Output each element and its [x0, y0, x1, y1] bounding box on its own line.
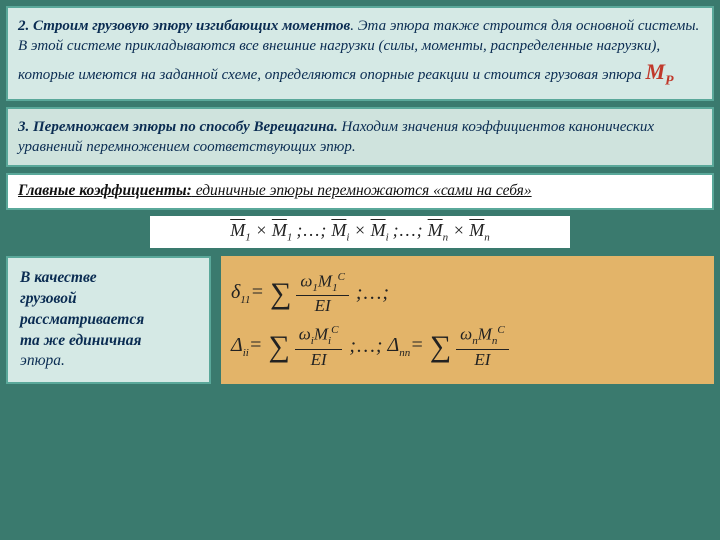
eq2-M1-sub: i	[328, 335, 331, 347]
note-l5: эпюра.	[20, 351, 197, 372]
panel-main-coefficients: Главные коэффициенты: единичные эпюры пе…	[6, 173, 714, 210]
eq2-frac2: ωnMnC EI	[456, 325, 509, 368]
note-l4: та же единичная	[20, 331, 197, 352]
mbar-1b: M	[272, 220, 287, 241]
panel1-title: 2. Строим грузовую эпюру изгибающих моме…	[18, 18, 350, 34]
sigma-icon-3: ∑	[430, 336, 451, 357]
sub-1a: 1	[245, 232, 251, 244]
sub-ia: i	[346, 232, 349, 244]
mp-symbol: MP	[645, 59, 673, 84]
eq2-M1-sup: C	[331, 324, 338, 336]
eq2-M2-sup: C	[497, 324, 504, 336]
mbar-ia: M	[331, 220, 346, 241]
eq1-M-sup: C	[338, 271, 345, 283]
eq2-mid: ;…;	[349, 335, 383, 358]
eq2-M1: M	[314, 325, 328, 344]
note-l3: рассматривается	[20, 310, 197, 331]
panel-note-load: В качестве грузовой рассматривается та ж…	[6, 256, 211, 385]
eq2-M2-sub: n	[492, 335, 498, 347]
mbar-nb: M	[469, 220, 484, 241]
eq2-lhs1: Δii=	[231, 334, 262, 359]
mbar-1a: M	[230, 220, 245, 241]
sub-1b: 1	[287, 232, 293, 244]
mp-letter: M	[645, 59, 665, 84]
eq1-lhs: δ11=	[231, 281, 264, 306]
panel-build-load-diagram: 2. Строим грузовую эпюру изгибающих моме…	[6, 6, 714, 101]
times-2: ×	[354, 220, 366, 240]
eq1-delta: δ	[231, 281, 240, 303]
eq1-den: EI	[311, 296, 335, 315]
equation-delta11: δ11= ∑ ω1M1C EI ;…;	[231, 272, 704, 315]
eq1-M: M	[318, 271, 332, 290]
dots-2: ;…;	[393, 220, 424, 240]
eq1-num: ω1M1C	[296, 272, 349, 297]
times-1: ×	[255, 220, 267, 240]
note-l1: В качестве	[20, 268, 197, 289]
sub-na: n	[443, 232, 449, 244]
mp-subscript: P	[665, 73, 674, 88]
panel-multiply-diagrams: 3. Перемножаем эпюры по способу Верещаги…	[6, 107, 714, 168]
times-3: ×	[453, 220, 465, 240]
note-l2: грузовой	[20, 289, 197, 310]
eq2-lhs-sub: ii	[243, 347, 249, 359]
eq2-frac1: ωiMiC EI	[295, 325, 343, 368]
eq1-M-sub: 1	[332, 282, 338, 294]
eq2-delta2: Δ	[388, 334, 400, 356]
eq2-M2: M	[478, 325, 492, 344]
panel2-title: 3. Перемножаем эпюры по способу Верещаги…	[18, 119, 338, 135]
eq2-num1: ωiMiC	[295, 325, 343, 350]
eq2-lhs2-sub: nn	[399, 347, 410, 359]
sub-nb: n	[484, 232, 490, 244]
eq2-delta: Δ	[231, 334, 243, 356]
equation-deltaii: Δii= ∑ ωiMiC EI ;…; Δnn= ∑ ωnMnC EI	[231, 325, 704, 368]
eq1-lhs-sub: 11	[240, 294, 250, 306]
mbar-ib: M	[371, 220, 386, 241]
eq1-frac: ω1M1C EI	[296, 272, 349, 315]
formula-unit-products: M1 × M1;…;Mi × Mi;…;Mn × Mn	[150, 216, 570, 248]
dots-1: ;…;	[296, 220, 327, 240]
sub-ib: i	[386, 232, 389, 244]
mbar-na: M	[428, 220, 443, 241]
panel-equations: δ11= ∑ ω1M1C EI ;…; Δii= ∑ ωiMiC EI ;…; …	[221, 256, 714, 385]
panel3-head: Главные коэффициенты:	[18, 182, 192, 199]
eq1-trail: ;…;	[356, 282, 390, 305]
eq2-lhs2: Δnn=	[388, 334, 424, 359]
sigma-icon-2: ∑	[268, 336, 289, 357]
panel3-sub: единичные эпюры перемножаются «сами на с…	[192, 182, 532, 199]
sigma-icon: ∑	[270, 283, 291, 304]
eq1-omega: ω	[300, 271, 312, 290]
eq2-den1: EI	[307, 350, 331, 369]
eq2-omega2: ω	[460, 325, 472, 344]
eq2-num2: ωnMnC	[456, 325, 509, 350]
bottom-row: В качестве грузовой рассматривается та ж…	[6, 256, 714, 385]
eq2-den2: EI	[470, 350, 494, 369]
eq2-omega1: ω	[299, 325, 311, 344]
